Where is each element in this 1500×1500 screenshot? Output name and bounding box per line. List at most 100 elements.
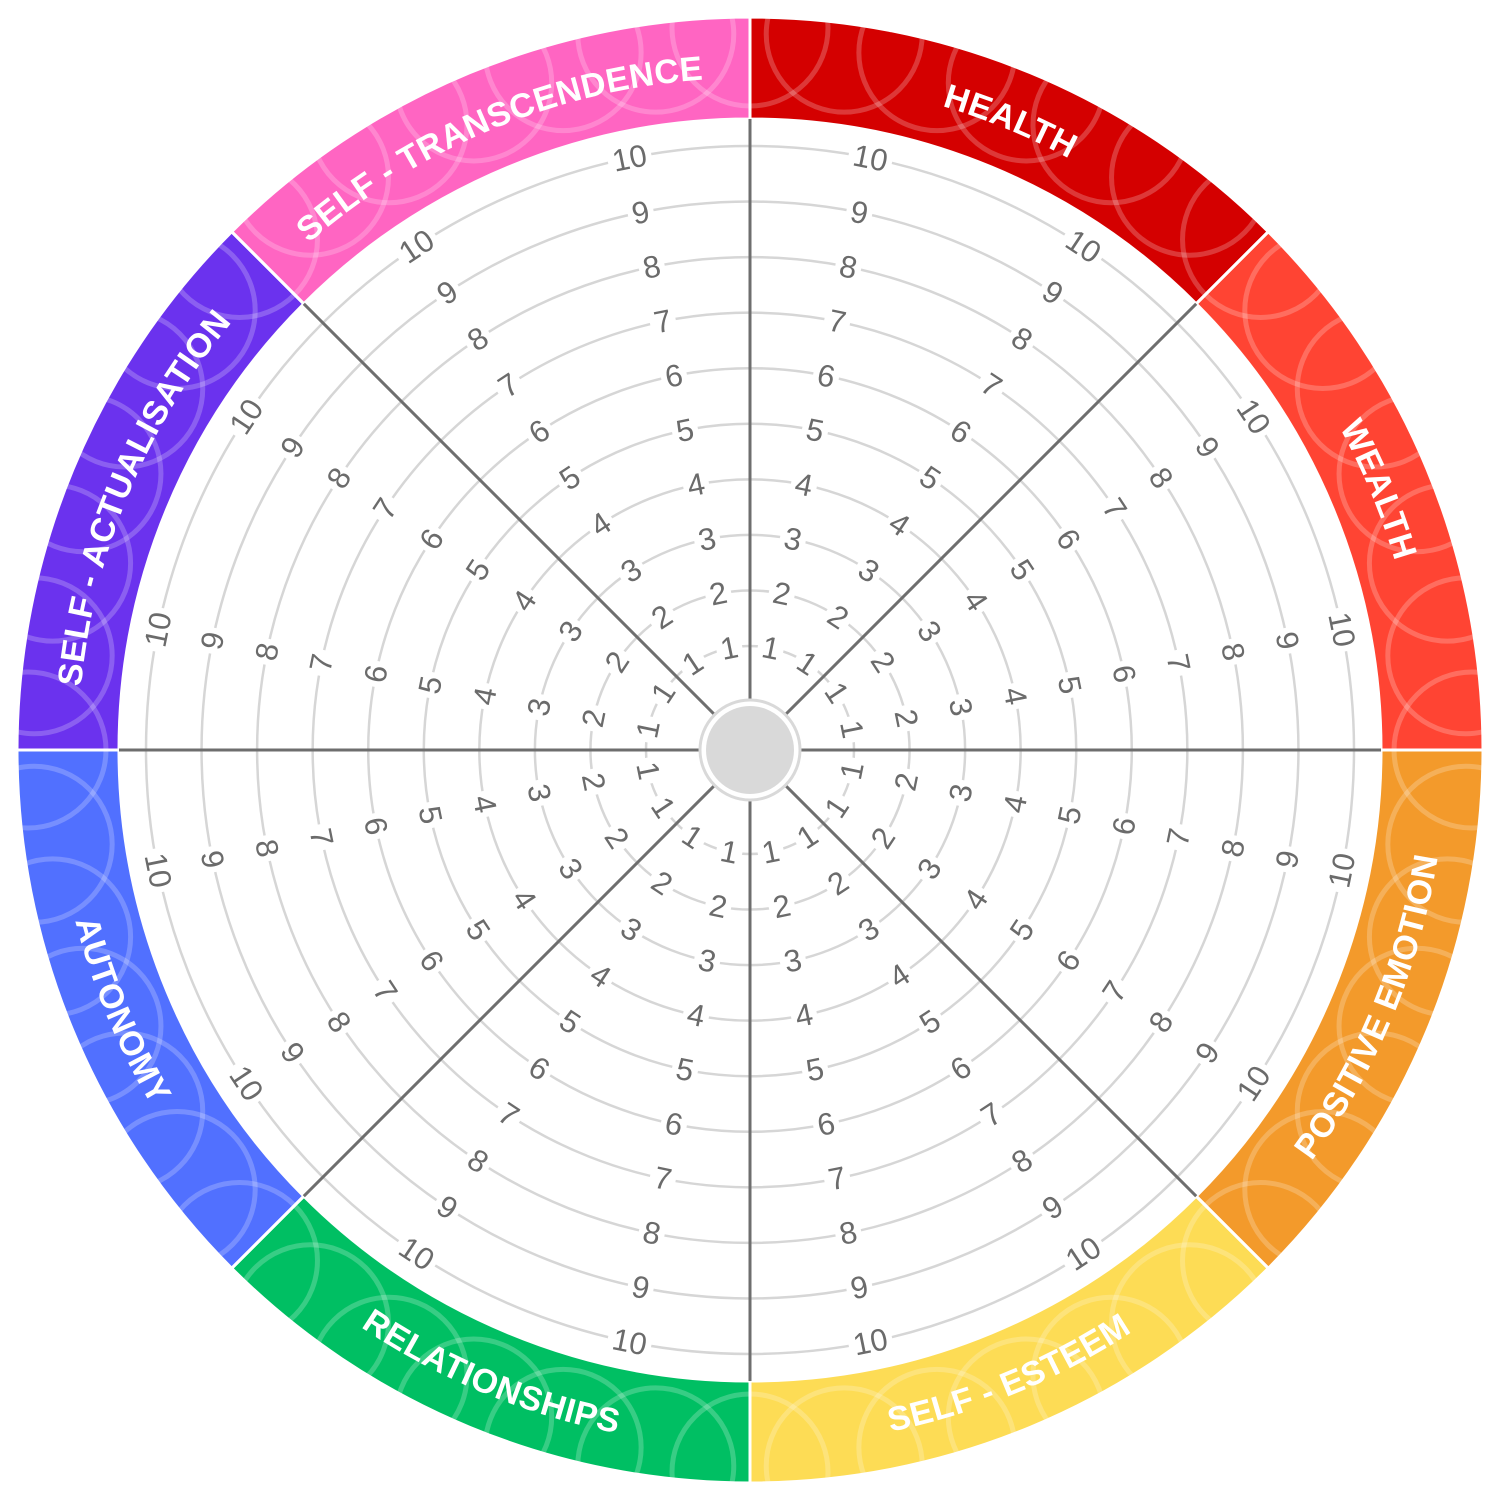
- scale-number-group: 1: [833, 713, 871, 746]
- scale-number-knockout: [879, 503, 920, 545]
- scale-number-group: 1: [629, 713, 667, 746]
- scale-number-knockout: [849, 908, 889, 950]
- scale-number-group: 7: [971, 1094, 1012, 1136]
- scale-number-group: 9: [1186, 427, 1228, 467]
- scale-number: 1: [833, 759, 871, 783]
- scale-number-knockout: [596, 642, 638, 682]
- scale-number-group: 1: [754, 629, 787, 667]
- scale-number-knockout: [910, 1001, 950, 1043]
- scale-number-knockout: [669, 412, 701, 449]
- scale-number-knockout: [318, 1002, 360, 1042]
- scale-number-knockout: [1047, 941, 1089, 981]
- scale-number-group: 2: [765, 575, 798, 613]
- scale-number: 1: [833, 717, 871, 741]
- scale-number-group: 3: [849, 550, 889, 592]
- scale-number-knockout: [642, 596, 682, 638]
- scale-number-knockout: [1033, 272, 1073, 314]
- scale-number-knockout: [357, 657, 395, 690]
- scale-number-group: 9: [427, 1186, 467, 1228]
- scale-number-group: 2: [596, 642, 638, 682]
- scale-number-knockout: [1094, 971, 1136, 1012]
- scale-number-knockout: [550, 849, 592, 889]
- scale-number-knockout: [1228, 1056, 1280, 1111]
- scale-number-group: 9: [1033, 272, 1073, 314]
- scale-number-group: 8: [458, 1140, 498, 1182]
- scale-number-group: 5: [669, 411, 701, 449]
- scale-number-knockout: [427, 272, 467, 314]
- scale-number-knockout: [1269, 843, 1306, 876]
- scale-number-knockout: [1001, 910, 1043, 950]
- scale-number: 6: [1105, 814, 1143, 838]
- scale-number-knockout: [832, 1214, 865, 1252]
- scale-number-knockout: [942, 776, 980, 809]
- scale-number-group: 2: [765, 887, 798, 925]
- scale-number-knockout: [488, 364, 529, 406]
- scale-number-knockout: [519, 411, 559, 453]
- scale-number-group: 3: [908, 849, 950, 889]
- scale-number-group: 4: [503, 879, 545, 920]
- scale-number-knockout: [821, 1160, 854, 1197]
- scale-number-group: 5: [1051, 669, 1089, 701]
- scale-number: 10: [1321, 850, 1362, 891]
- scale-number-group: 9: [194, 843, 231, 876]
- scale-number-group: 3: [550, 849, 592, 889]
- scale-number-group: 3: [520, 691, 558, 724]
- scale-number: 4: [792, 996, 816, 1034]
- segment-divider: [1195, 229, 1271, 305]
- scale-number-knockout: [194, 843, 231, 876]
- scale-number-knockout: [680, 996, 712, 1034]
- scale-number: 9: [1269, 629, 1307, 653]
- scale-number-knockout: [194, 624, 231, 657]
- scale-number-knockout: [776, 942, 809, 980]
- scale-number-knockout: [357, 810, 395, 843]
- scale-number-group: 9: [843, 194, 876, 231]
- scale-number: 7: [651, 303, 675, 341]
- scale-number-knockout: [955, 580, 997, 621]
- scale-number-group: 8: [248, 635, 286, 668]
- scale-number-group: 10: [1321, 845, 1362, 896]
- scale-number-group: 6: [941, 1047, 981, 1089]
- spoke: [784, 784, 1198, 1198]
- scale-number-knockout: [787, 642, 828, 684]
- scale-number-knockout: [1160, 646, 1197, 679]
- scale-number-group: 5: [910, 1001, 950, 1043]
- scale-number: 2: [887, 706, 925, 730]
- band-pattern-loop: [669, 17, 831, 109]
- scale-number: 3: [520, 695, 558, 719]
- scale-number-group: 2: [887, 702, 925, 735]
- scale-number-knockout: [1186, 1033, 1228, 1073]
- scale-number: 6: [1105, 662, 1143, 686]
- scale-number-group: 2: [887, 765, 925, 798]
- scale-number: 3: [695, 520, 719, 558]
- scale-number: 5: [411, 803, 449, 827]
- scale-number-group: 8: [458, 318, 498, 360]
- scale-number-knockout: [754, 629, 787, 667]
- spoke: [302, 784, 716, 1198]
- scale-number-knockout: [843, 194, 876, 231]
- scale-number-group: 10: [138, 845, 179, 896]
- scale-number-knockout: [575, 765, 612, 798]
- scale-number-group: 4: [879, 955, 920, 997]
- scale-number: 8: [836, 248, 860, 286]
- scale-number-knockout: [457, 550, 499, 590]
- scale-number-knockout: [1186, 427, 1228, 467]
- scale-number-group: 4: [680, 996, 712, 1034]
- scale-number-group: 2: [575, 702, 613, 735]
- scale-number-knockout: [818, 862, 858, 904]
- scale-number-knockout: [657, 357, 690, 395]
- scale-number-knockout: [364, 488, 406, 529]
- scale-number: 1: [717, 833, 741, 871]
- scale-number: 8: [1214, 836, 1252, 860]
- scale-number: 7: [1160, 651, 1198, 675]
- scale-number: 10: [1230, 1059, 1278, 1107]
- scale-number-knockout: [458, 318, 498, 360]
- scale-number: 2: [706, 575, 730, 613]
- scale-number-group: 10: [138, 604, 179, 655]
- scale-number-group: 6: [411, 519, 453, 559]
- scale-number-knockout: [672, 642, 713, 684]
- scale-number-knockout: [220, 389, 272, 444]
- scale-number-group: 6: [657, 1105, 690, 1143]
- scale-number-knockout: [713, 833, 746, 871]
- scale-number: 5: [803, 411, 827, 449]
- scale-number-knockout: [1001, 550, 1043, 590]
